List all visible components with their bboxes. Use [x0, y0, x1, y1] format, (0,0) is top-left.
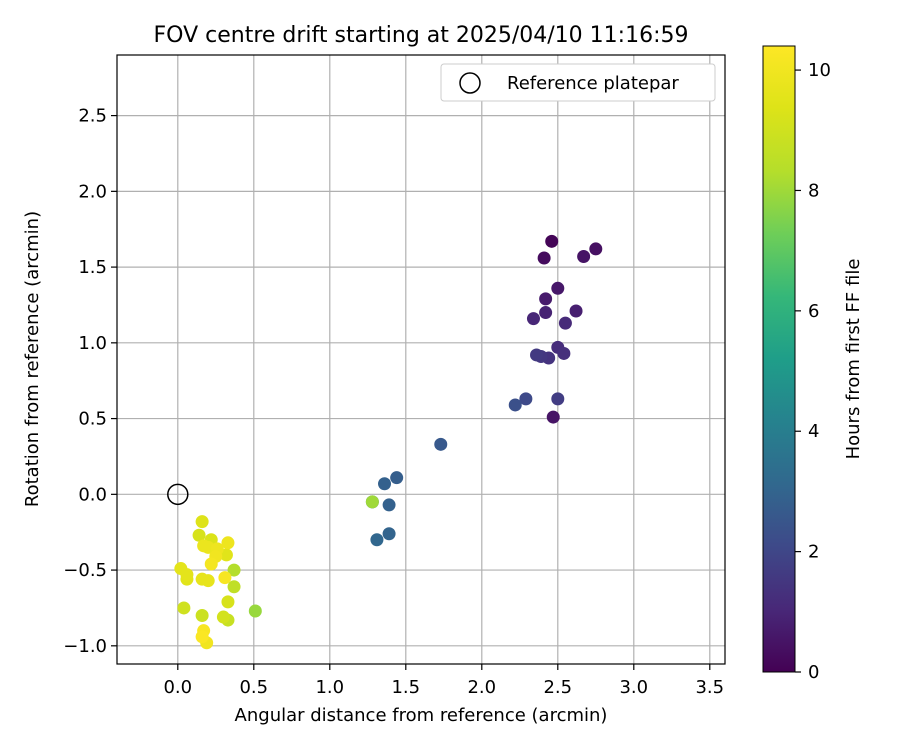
data-point: [177, 601, 191, 615]
y-tick-label: 0.0: [78, 484, 107, 505]
x-tick-label: 1.0: [315, 677, 344, 698]
y-axis-ticks: −1.0 −0.5 0.0 0.5 1.0 1.5 2.0 2.5: [63, 106, 117, 657]
data-point: [204, 557, 218, 571]
x-tick-label: 2.5: [543, 677, 572, 698]
legend-marker-icon: [459, 72, 481, 94]
y-tick-label: 2.0: [78, 181, 107, 202]
data-point: [378, 477, 392, 491]
data-point: [248, 604, 262, 618]
data-point: [218, 571, 232, 585]
colorbar-tick-label: 4: [808, 421, 819, 442]
x-tick-label: 1.5: [391, 677, 420, 698]
colorbar-tick-label: 8: [808, 180, 819, 201]
legend-box: [440, 63, 716, 102]
data-point: [539, 306, 553, 320]
colorbar-gradient: [762, 45, 796, 673]
data-point: [227, 563, 241, 577]
data-point: [589, 242, 603, 256]
colorbar-ticks: 0 2 4 6 8 10: [795, 60, 831, 683]
chart-title: FOV centre drift starting at 2025/04/10 …: [154, 23, 689, 48]
data-point: [526, 312, 540, 326]
y-tick-label: −0.5: [63, 560, 107, 581]
y-tick-label: 0.5: [78, 409, 107, 430]
plot-frame: [116, 54, 726, 665]
data-point: [539, 292, 553, 306]
colorbar-tick-label: 10: [808, 60, 831, 81]
data-point: [530, 348, 544, 362]
data-point: [558, 316, 572, 330]
colorbar-tick-label: 6: [808, 301, 819, 322]
reference-platepar-marker: [167, 483, 189, 506]
x-axis-label: Angular distance from reference (arcmin): [235, 705, 608, 726]
colorbar: 0 2 4 6 8 10 Hours from first FF file: [762, 45, 864, 683]
y-axis-label: Rotation from reference (arcmin): [22, 211, 43, 507]
y-tick-label: 1.5: [78, 257, 107, 278]
data-point: [195, 609, 209, 623]
data-point: [569, 304, 583, 318]
data-point: [370, 533, 384, 547]
data-point: [221, 595, 235, 609]
data-point: [519, 392, 533, 406]
data-point: [195, 630, 209, 644]
x-tick-label: 3.5: [695, 677, 724, 698]
data-point: [551, 281, 565, 295]
data-point: [434, 437, 448, 451]
data-point: [192, 528, 206, 542]
data-point: [219, 548, 233, 562]
data-point: [382, 498, 396, 512]
legend-entry: Reference platepar: [507, 73, 679, 94]
data-point: [557, 346, 571, 360]
x-tick-label: 0.0: [163, 677, 192, 698]
x-tick-label: 3.0: [619, 677, 648, 698]
data-point: [180, 568, 194, 582]
colorbar-label: Hours from first FF file: [843, 259, 864, 460]
y-tick-label: −1.0: [63, 636, 107, 657]
colorbar-tick-label: 0: [808, 662, 819, 683]
data-point: [546, 410, 560, 424]
data-point: [227, 580, 241, 594]
data-point: [221, 536, 235, 550]
legend: Reference platepar: [440, 63, 716, 102]
data-point: [195, 572, 209, 586]
data-point: [545, 234, 559, 248]
data-points: [174, 234, 603, 650]
data-point: [195, 515, 209, 529]
data-point: [216, 610, 230, 624]
data-point: [365, 495, 379, 509]
y-tick-label: 1.0: [78, 333, 107, 354]
data-point: [537, 251, 551, 265]
data-point: [508, 398, 522, 412]
data-point: [551, 392, 565, 406]
grid-lines: [117, 55, 725, 664]
x-tick-label: 2.0: [467, 677, 496, 698]
x-tick-label: 0.5: [239, 677, 268, 698]
y-tick-label: 2.5: [78, 106, 107, 127]
data-point: [382, 527, 396, 541]
colorbar-tick-label: 2: [808, 542, 819, 563]
data-point: [577, 249, 591, 263]
data-point: [390, 471, 404, 485]
x-axis-ticks: 0.0 0.5 1.0 1.5 2.0 2.5 3.0 3.5: [163, 664, 724, 698]
